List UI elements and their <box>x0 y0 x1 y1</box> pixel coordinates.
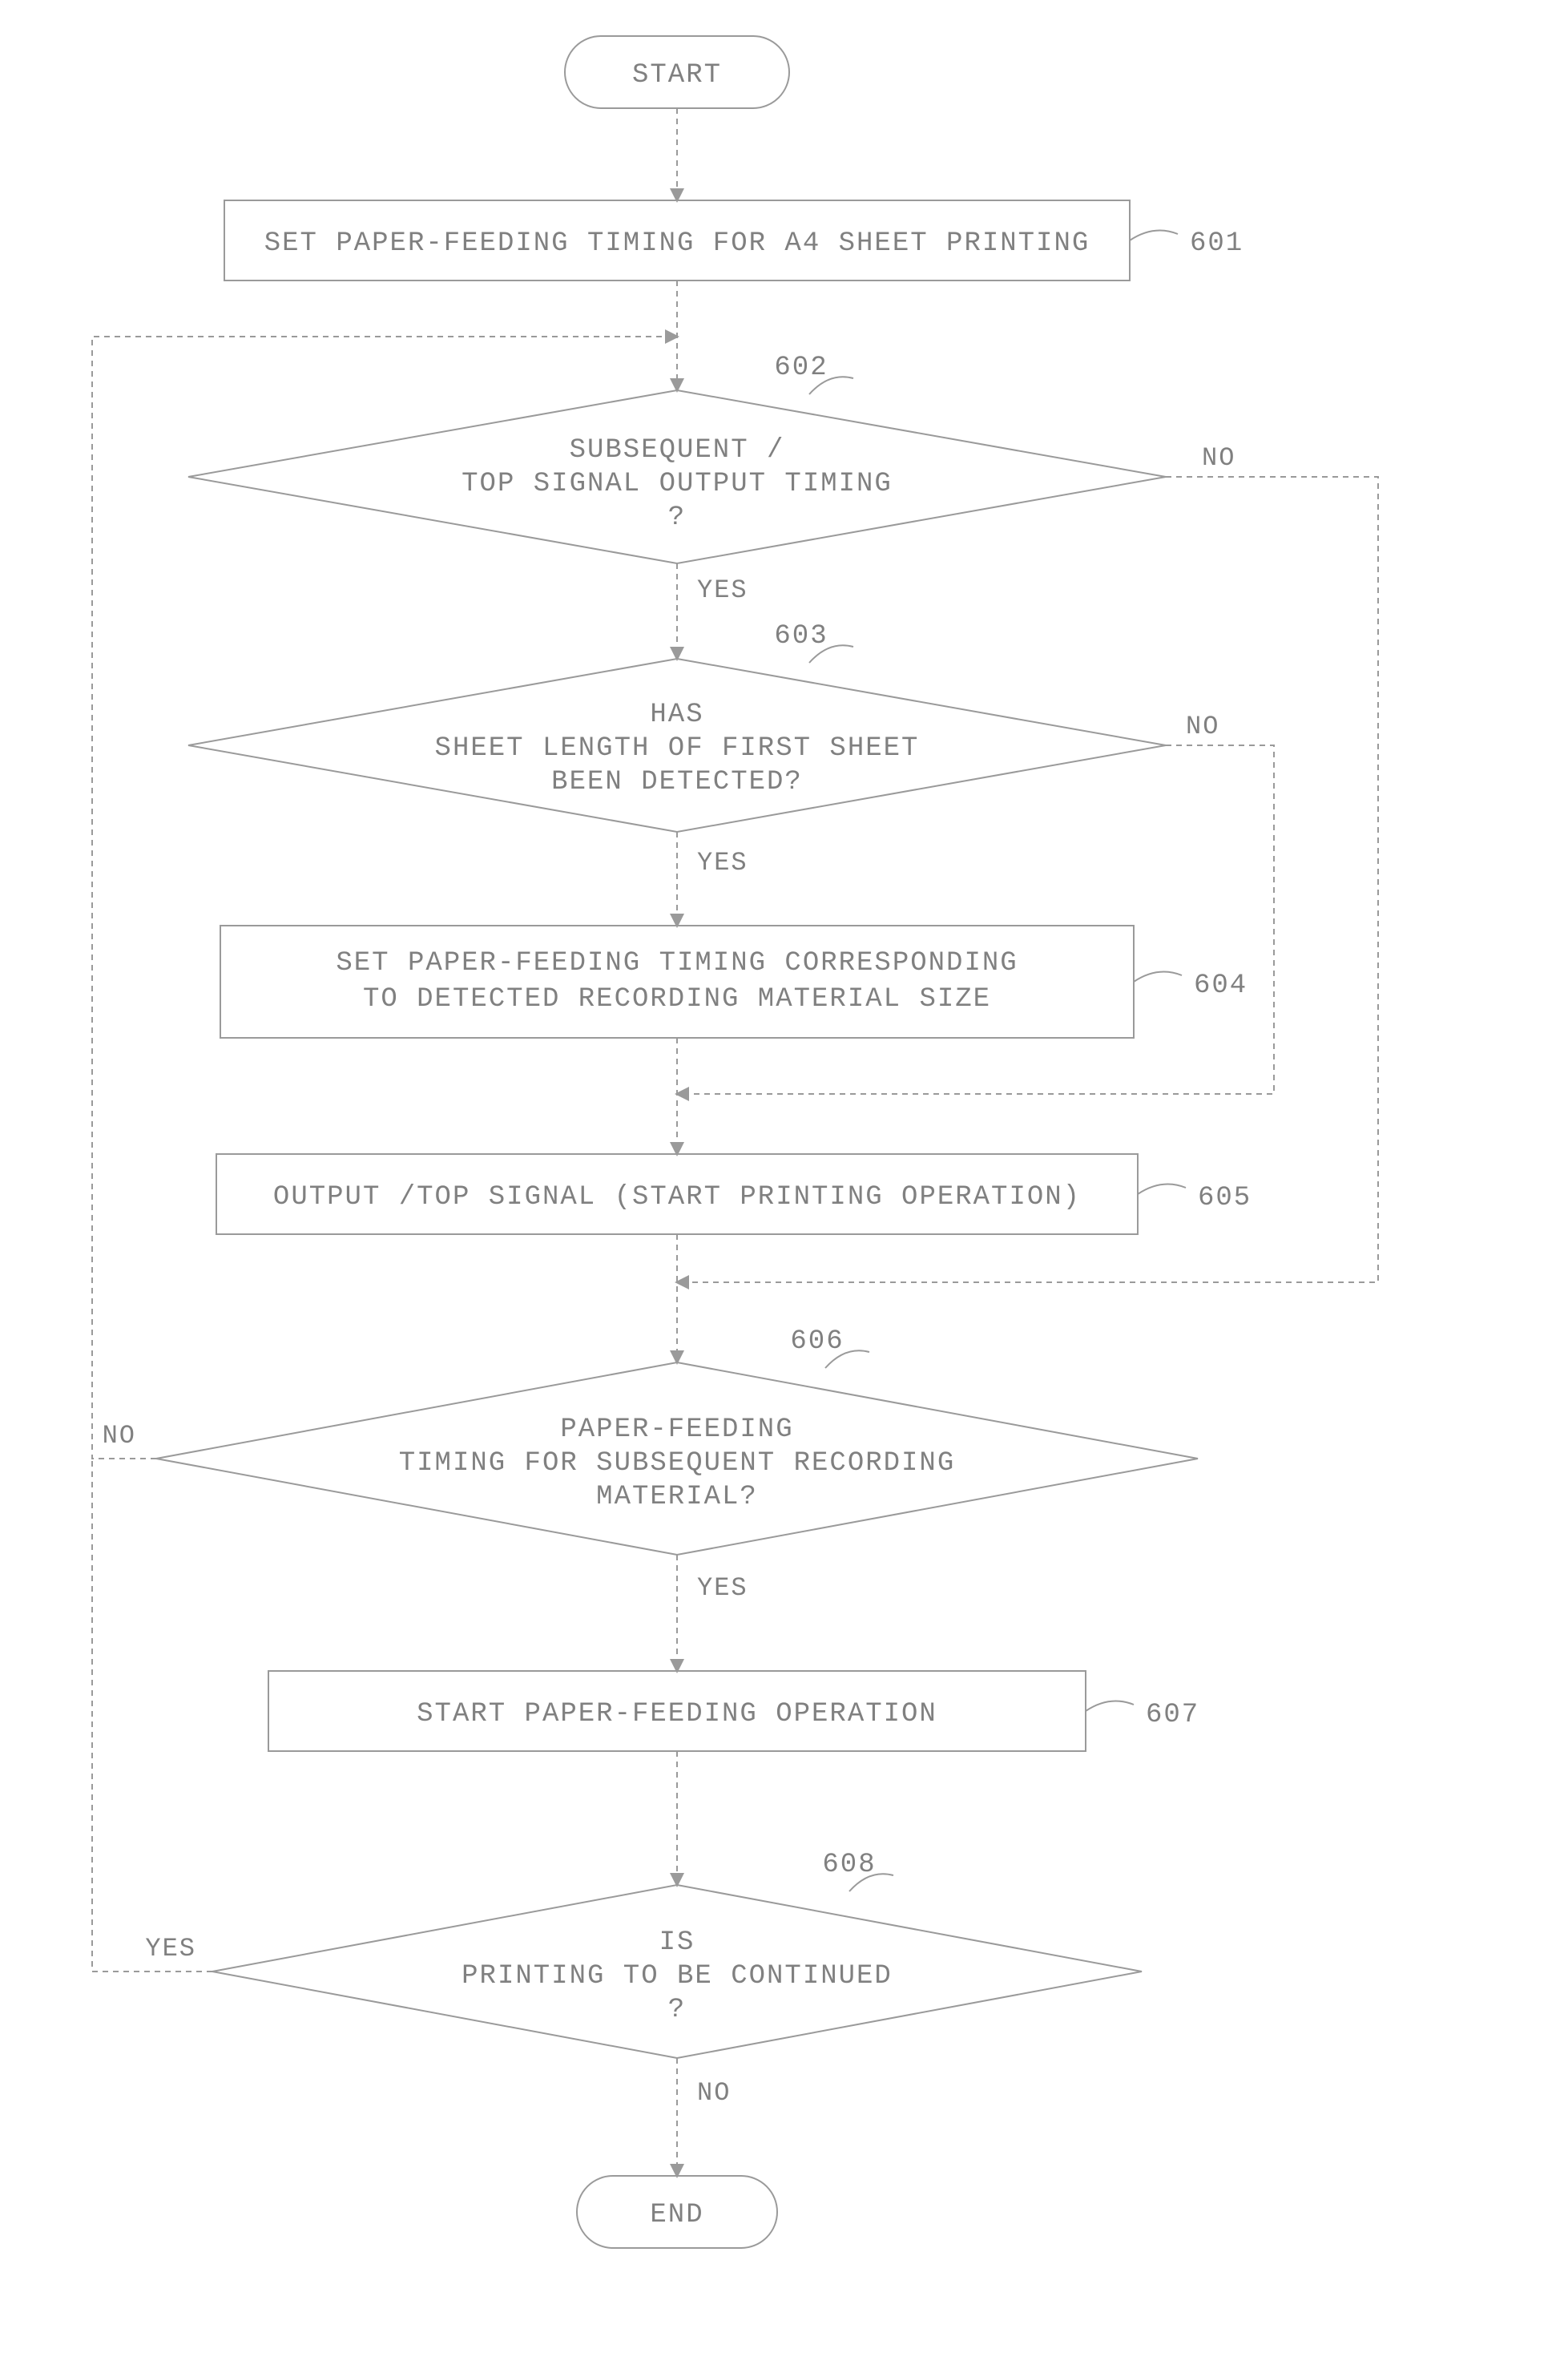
end-label: END <box>650 2200 703 2230</box>
n602-line1: SUBSEQUENT / <box>570 435 785 466</box>
n606-no: NO <box>103 1421 136 1451</box>
edge-608-yes <box>92 1459 212 1972</box>
ref-608: 608 <box>822 1850 876 1880</box>
process-601: SET PAPER-FEEDING TIMING FOR A4 SHEET PR… <box>224 200 1130 280</box>
n602-yes: YES <box>697 575 748 605</box>
decision-602: SUBSEQUENT / TOP SIGNAL OUTPUT TIMING ? <box>188 390 1166 563</box>
decision-608: IS PRINTING TO BE CONTINUED ? <box>212 1885 1142 2058</box>
n606-line2: TIMING FOR SUBSEQUENT RECORDING <box>399 1448 956 1479</box>
n602-line2: TOP SIGNAL OUTPUT TIMING <box>462 469 893 499</box>
ref-tick-605 <box>1138 1185 1186 1195</box>
process-605: OUTPUT /TOP SIGNAL (START PRINTING OPERA… <box>216 1154 1138 1234</box>
ref-607: 607 <box>1146 1700 1199 1730</box>
n603-yes: YES <box>697 848 748 878</box>
n608-line2: PRINTING TO BE CONTINUED <box>462 1961 893 1992</box>
process-604: SET PAPER-FEEDING TIMING CORRESPONDING T… <box>220 926 1134 1038</box>
ref-601: 601 <box>1190 228 1244 259</box>
n601-line1: SET PAPER-FEEDING TIMING FOR A4 SHEET PR… <box>264 228 1090 259</box>
n603-line3: BEEN DETECTED? <box>551 767 803 797</box>
ref-tick-604 <box>1134 972 1182 983</box>
n603-no: NO <box>1186 712 1219 741</box>
n608-line1: IS <box>659 1927 695 1958</box>
flowchart-canvas: START SET PAPER-FEEDING TIMING FOR A4 SH… <box>0 0 1568 2365</box>
n603-line2: SHEET LENGTH OF FIRST SHEET <box>435 733 920 764</box>
ref-603: 603 <box>774 621 828 652</box>
decision-606: PAPER-FEEDING TIMING FOR SUBSEQUENT RECO… <box>156 1362 1198 1555</box>
n603-line1: HAS <box>650 700 703 730</box>
ref-tick-607 <box>1086 1701 1134 1712</box>
ref-606: 606 <box>790 1326 844 1357</box>
start-label: START <box>632 60 722 91</box>
terminator-start: START <box>565 36 789 108</box>
n602-line3: ? <box>668 502 686 533</box>
ref-602: 602 <box>774 353 828 383</box>
n608-yes: YES <box>145 1934 196 1963</box>
n606-line3: MATERIAL? <box>596 1482 758 1512</box>
n606-yes: YES <box>697 1573 748 1603</box>
ref-604: 604 <box>1194 971 1248 1001</box>
n607-line1: START PAPER-FEEDING OPERATION <box>417 1699 937 1729</box>
n608-line3: ? <box>668 1995 686 2025</box>
terminator-end: END <box>577 2176 777 2248</box>
n608-no: NO <box>697 2078 731 2108</box>
n606-line1: PAPER-FEEDING <box>560 1415 793 1445</box>
decision-603: HAS SHEET LENGTH OF FIRST SHEET BEEN DET… <box>188 659 1166 832</box>
n604-line2: TO DETECTED RECORDING MATERIAL SIZE <box>363 984 991 1015</box>
ref-605: 605 <box>1198 1183 1252 1213</box>
n602-no: NO <box>1202 443 1235 473</box>
process-607: START PAPER-FEEDING OPERATION <box>268 1671 1086 1751</box>
n605-line1: OUTPUT /TOP SIGNAL (START PRINTING OPERA… <box>273 1182 1081 1213</box>
n604-line1: SET PAPER-FEEDING TIMING CORRESPONDING <box>336 948 1018 979</box>
ref-tick-601 <box>1130 231 1178 241</box>
